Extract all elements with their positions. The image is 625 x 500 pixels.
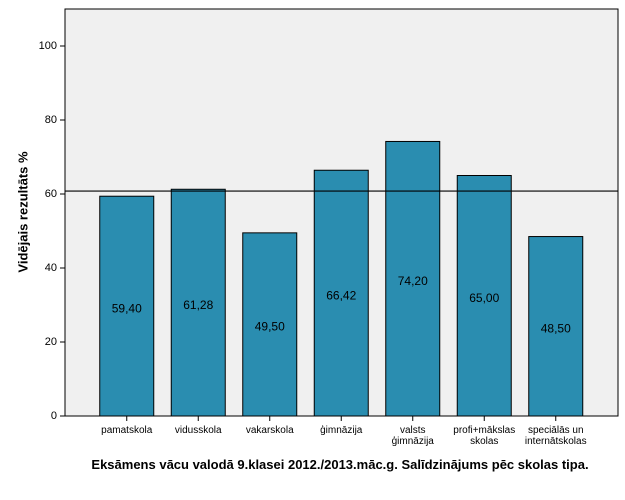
y-tick-label: 80 [45, 114, 57, 126]
value-label: 74,20 [398, 274, 428, 288]
chart-title: Eksāmens vācu valodā 9.klasei 2012./2013… [91, 457, 589, 472]
value-label: 48,50 [541, 321, 571, 335]
value-label: 59,40 [112, 301, 142, 315]
y-tick-label: 60 [45, 188, 57, 200]
value-label: 49,50 [255, 320, 285, 334]
value-label: 66,42 [326, 288, 356, 302]
x-tick-label: speciālās un internātskolas [524, 425, 587, 447]
y-tick-label: 0 [51, 410, 57, 422]
y-axis-label: Vidējais rezultāts % [15, 151, 30, 273]
bar [313, 169, 369, 417]
bar [170, 188, 226, 417]
x-tick-label: vidusskola [174, 425, 222, 436]
x-tick-label: ģimnāzija [320, 425, 363, 436]
y-tick-label: 100 [39, 40, 57, 52]
y-tick-label: 40 [45, 262, 57, 274]
x-tick-label: vakarskola [245, 425, 294, 436]
bar [99, 195, 155, 417]
bar [456, 175, 512, 417]
x-tick-label: profi+mākslas skolas [453, 425, 516, 447]
value-label: 65,00 [469, 291, 499, 305]
bar [385, 140, 441, 417]
x-tick-label: pamatskola [101, 425, 153, 436]
x-tick-label: valsts ģimnāzija [391, 425, 434, 447]
y-tick-label: 20 [45, 336, 57, 348]
value-label: 61,28 [183, 298, 213, 312]
bar [528, 236, 584, 417]
